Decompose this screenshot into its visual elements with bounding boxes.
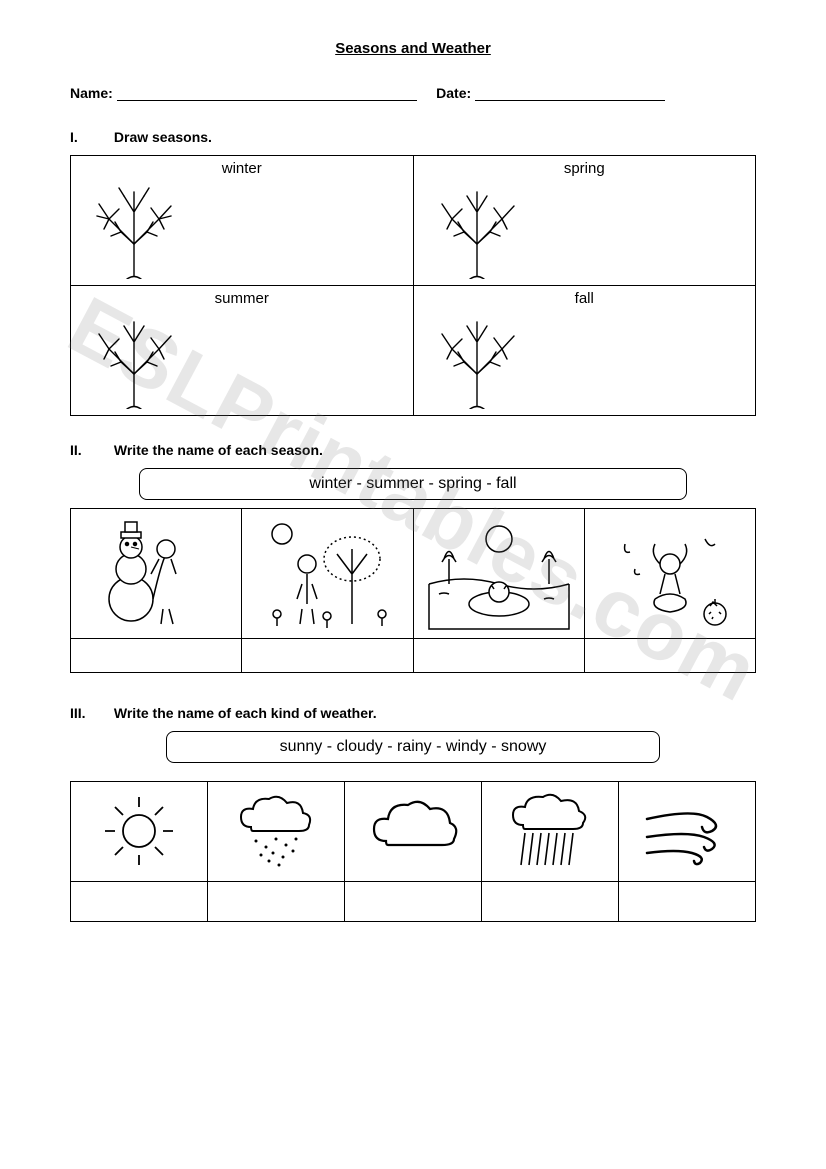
weather-answer-1[interactable] xyxy=(71,882,208,922)
seasons-draw-grid: winter xyxy=(70,155,756,416)
season-answer-4[interactable] xyxy=(584,639,755,673)
section2-roman: II. xyxy=(70,442,110,458)
cell-label: spring xyxy=(420,160,750,177)
seasons-name-grid xyxy=(70,508,756,673)
weather-answer-3[interactable] xyxy=(345,882,482,922)
grid-cell-summer[interactable]: summer xyxy=(71,286,414,416)
section3-prompt: Write the name of each kind of weather. xyxy=(114,705,377,721)
cell-label: winter xyxy=(77,160,407,177)
weather-pic-snowy xyxy=(208,782,345,882)
weather-pic-rainy xyxy=(482,782,619,882)
date-blank[interactable] xyxy=(475,100,665,101)
weather-answer-2[interactable] xyxy=(208,882,345,922)
grid-cell-spring[interactable]: spring xyxy=(413,156,756,286)
season-answer-3[interactable] xyxy=(413,639,584,673)
season-answer-2[interactable] xyxy=(242,639,413,673)
section1-prompt: Draw seasons. xyxy=(114,129,212,145)
cell-label: fall xyxy=(420,290,750,307)
cell-label: summer xyxy=(77,290,407,307)
name-label: Name: xyxy=(70,85,113,101)
section3-heading: III. Write the name of each kind of weat… xyxy=(70,705,756,721)
tree-icon xyxy=(79,184,189,279)
page-title: Seasons and Weather xyxy=(70,40,756,57)
season-pic-fall xyxy=(584,509,755,639)
weather-answer-5[interactable] xyxy=(619,882,756,922)
worksheet-page: ESLPrintables.com Seasons and Weather Na… xyxy=(0,0,826,962)
section3-wordbank: sunny - cloudy - rainy - windy - snowy xyxy=(166,731,660,763)
date-label: Date: xyxy=(436,85,471,101)
tree-icon xyxy=(422,184,532,279)
student-info-row: Name: Date: xyxy=(70,85,756,101)
section1-roman: I. xyxy=(70,129,110,145)
season-pic-winter xyxy=(71,509,242,639)
section2-heading: II. Write the name of each season. xyxy=(70,442,756,458)
tree-icon xyxy=(79,314,189,409)
weather-answer-4[interactable] xyxy=(482,882,619,922)
weather-pic-sunny xyxy=(71,782,208,882)
season-answer-1[interactable] xyxy=(71,639,242,673)
section2-wordbank: winter - summer - spring - fall xyxy=(139,468,688,500)
grid-cell-winter[interactable]: winter xyxy=(71,156,414,286)
weather-grid xyxy=(70,781,756,922)
season-pic-spring xyxy=(242,509,413,639)
season-pic-summer xyxy=(413,509,584,639)
tree-icon xyxy=(422,314,532,409)
weather-pic-windy xyxy=(619,782,756,882)
section1-heading: I. Draw seasons. xyxy=(70,129,756,145)
name-blank[interactable] xyxy=(117,100,417,101)
section2-prompt: Write the name of each season. xyxy=(114,442,323,458)
grid-cell-fall[interactable]: fall xyxy=(413,286,756,416)
section3-roman: III. xyxy=(70,705,110,721)
weather-pic-cloudy xyxy=(345,782,482,882)
